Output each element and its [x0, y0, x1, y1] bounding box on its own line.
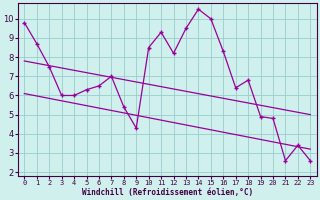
- X-axis label: Windchill (Refroidissement éolien,°C): Windchill (Refroidissement éolien,°C): [82, 188, 253, 197]
